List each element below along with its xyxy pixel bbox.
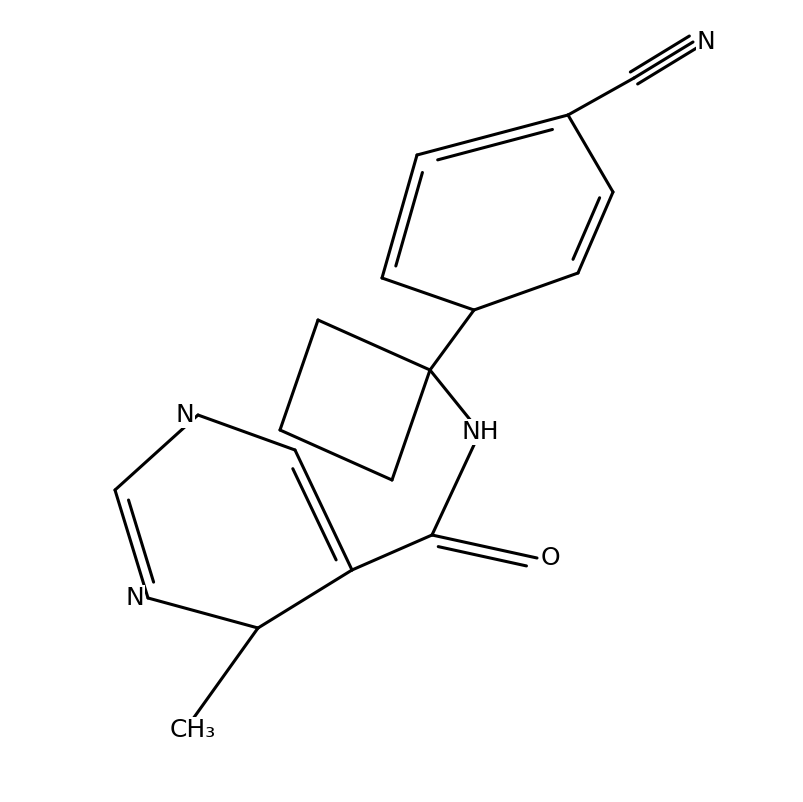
Text: N: N — [125, 586, 144, 610]
Text: CH₃: CH₃ — [169, 718, 216, 742]
Text: N: N — [175, 403, 194, 427]
Text: NH: NH — [461, 420, 498, 444]
Text: N: N — [696, 30, 715, 54]
Text: O: O — [540, 546, 560, 570]
